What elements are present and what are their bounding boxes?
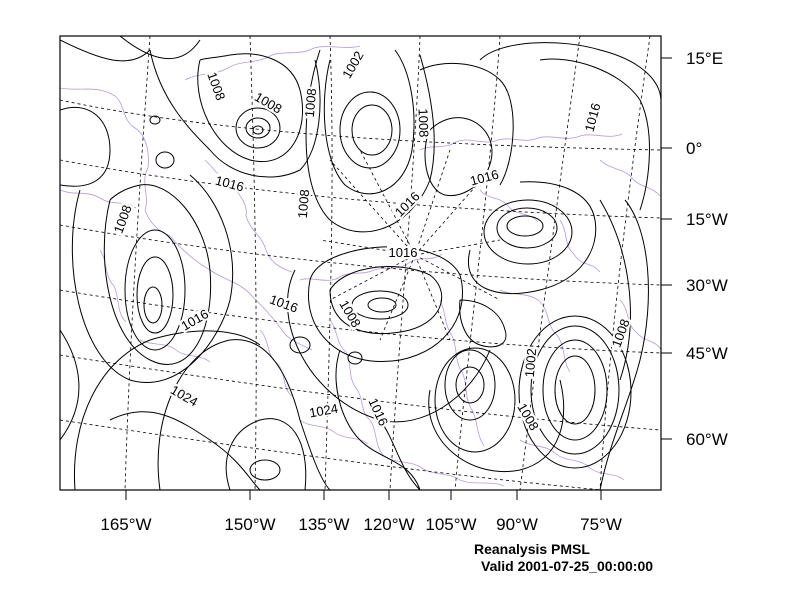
contour-label: 1008 — [204, 70, 228, 102]
lat-label: 15°W — [686, 210, 728, 229]
plot-frame — [59, 35, 662, 491]
lon-label: 120°W — [363, 515, 414, 534]
lat-label: 0° — [686, 139, 702, 158]
bottom-axis-ticks — [125, 490, 602, 500]
lon-label: 105°W — [425, 515, 476, 534]
contour-label: 1016 — [214, 173, 246, 195]
contour-label: 1008 — [302, 88, 319, 118]
contour-label: 1016 — [389, 245, 418, 260]
caption-title: Reanalysis PMSL — [474, 541, 590, 557]
lon-label: 165°W — [100, 515, 151, 534]
lat-label: 15°E — [686, 49, 723, 68]
contour-labels: 1008 1008 1008 1002 1008 1016 1016 1008 … — [111, 47, 633, 434]
graticule — [60, 36, 661, 490]
contour-label: 1008 — [295, 189, 312, 219]
lon-label: 135°W — [298, 515, 349, 534]
contour-label: 1008 — [609, 317, 633, 349]
right-axis-labels: 15°E 0° 15°W 30°W 45°W 60°W — [686, 49, 728, 449]
lon-label: 75°W — [580, 515, 622, 534]
lon-label: 90°W — [496, 515, 538, 534]
right-axis-ticks — [661, 57, 672, 440]
caption-valid-time: Valid 2001-07-25_00:00:00 — [481, 558, 654, 574]
contour-label: 1016 — [268, 292, 300, 316]
coastlines — [60, 45, 661, 487]
lat-label: 30°W — [686, 276, 728, 295]
contour-label: 1016 — [582, 101, 604, 133]
contour-label: 1016 — [365, 396, 391, 429]
contour-label: 1008 — [415, 108, 431, 137]
contour-label: 1016 — [468, 167, 500, 189]
contour-label: 1008 — [111, 203, 135, 235]
lon-label: 150°W — [224, 515, 275, 534]
contour-label: 1024 — [308, 401, 339, 421]
lat-label: 45°W — [686, 344, 728, 363]
contour-label: 1002 — [522, 348, 539, 378]
bottom-axis-labels: 165°W 150°W 135°W 120°W 105°W 90°W 75°W — [100, 515, 621, 534]
lat-label: 60°W — [686, 430, 728, 449]
